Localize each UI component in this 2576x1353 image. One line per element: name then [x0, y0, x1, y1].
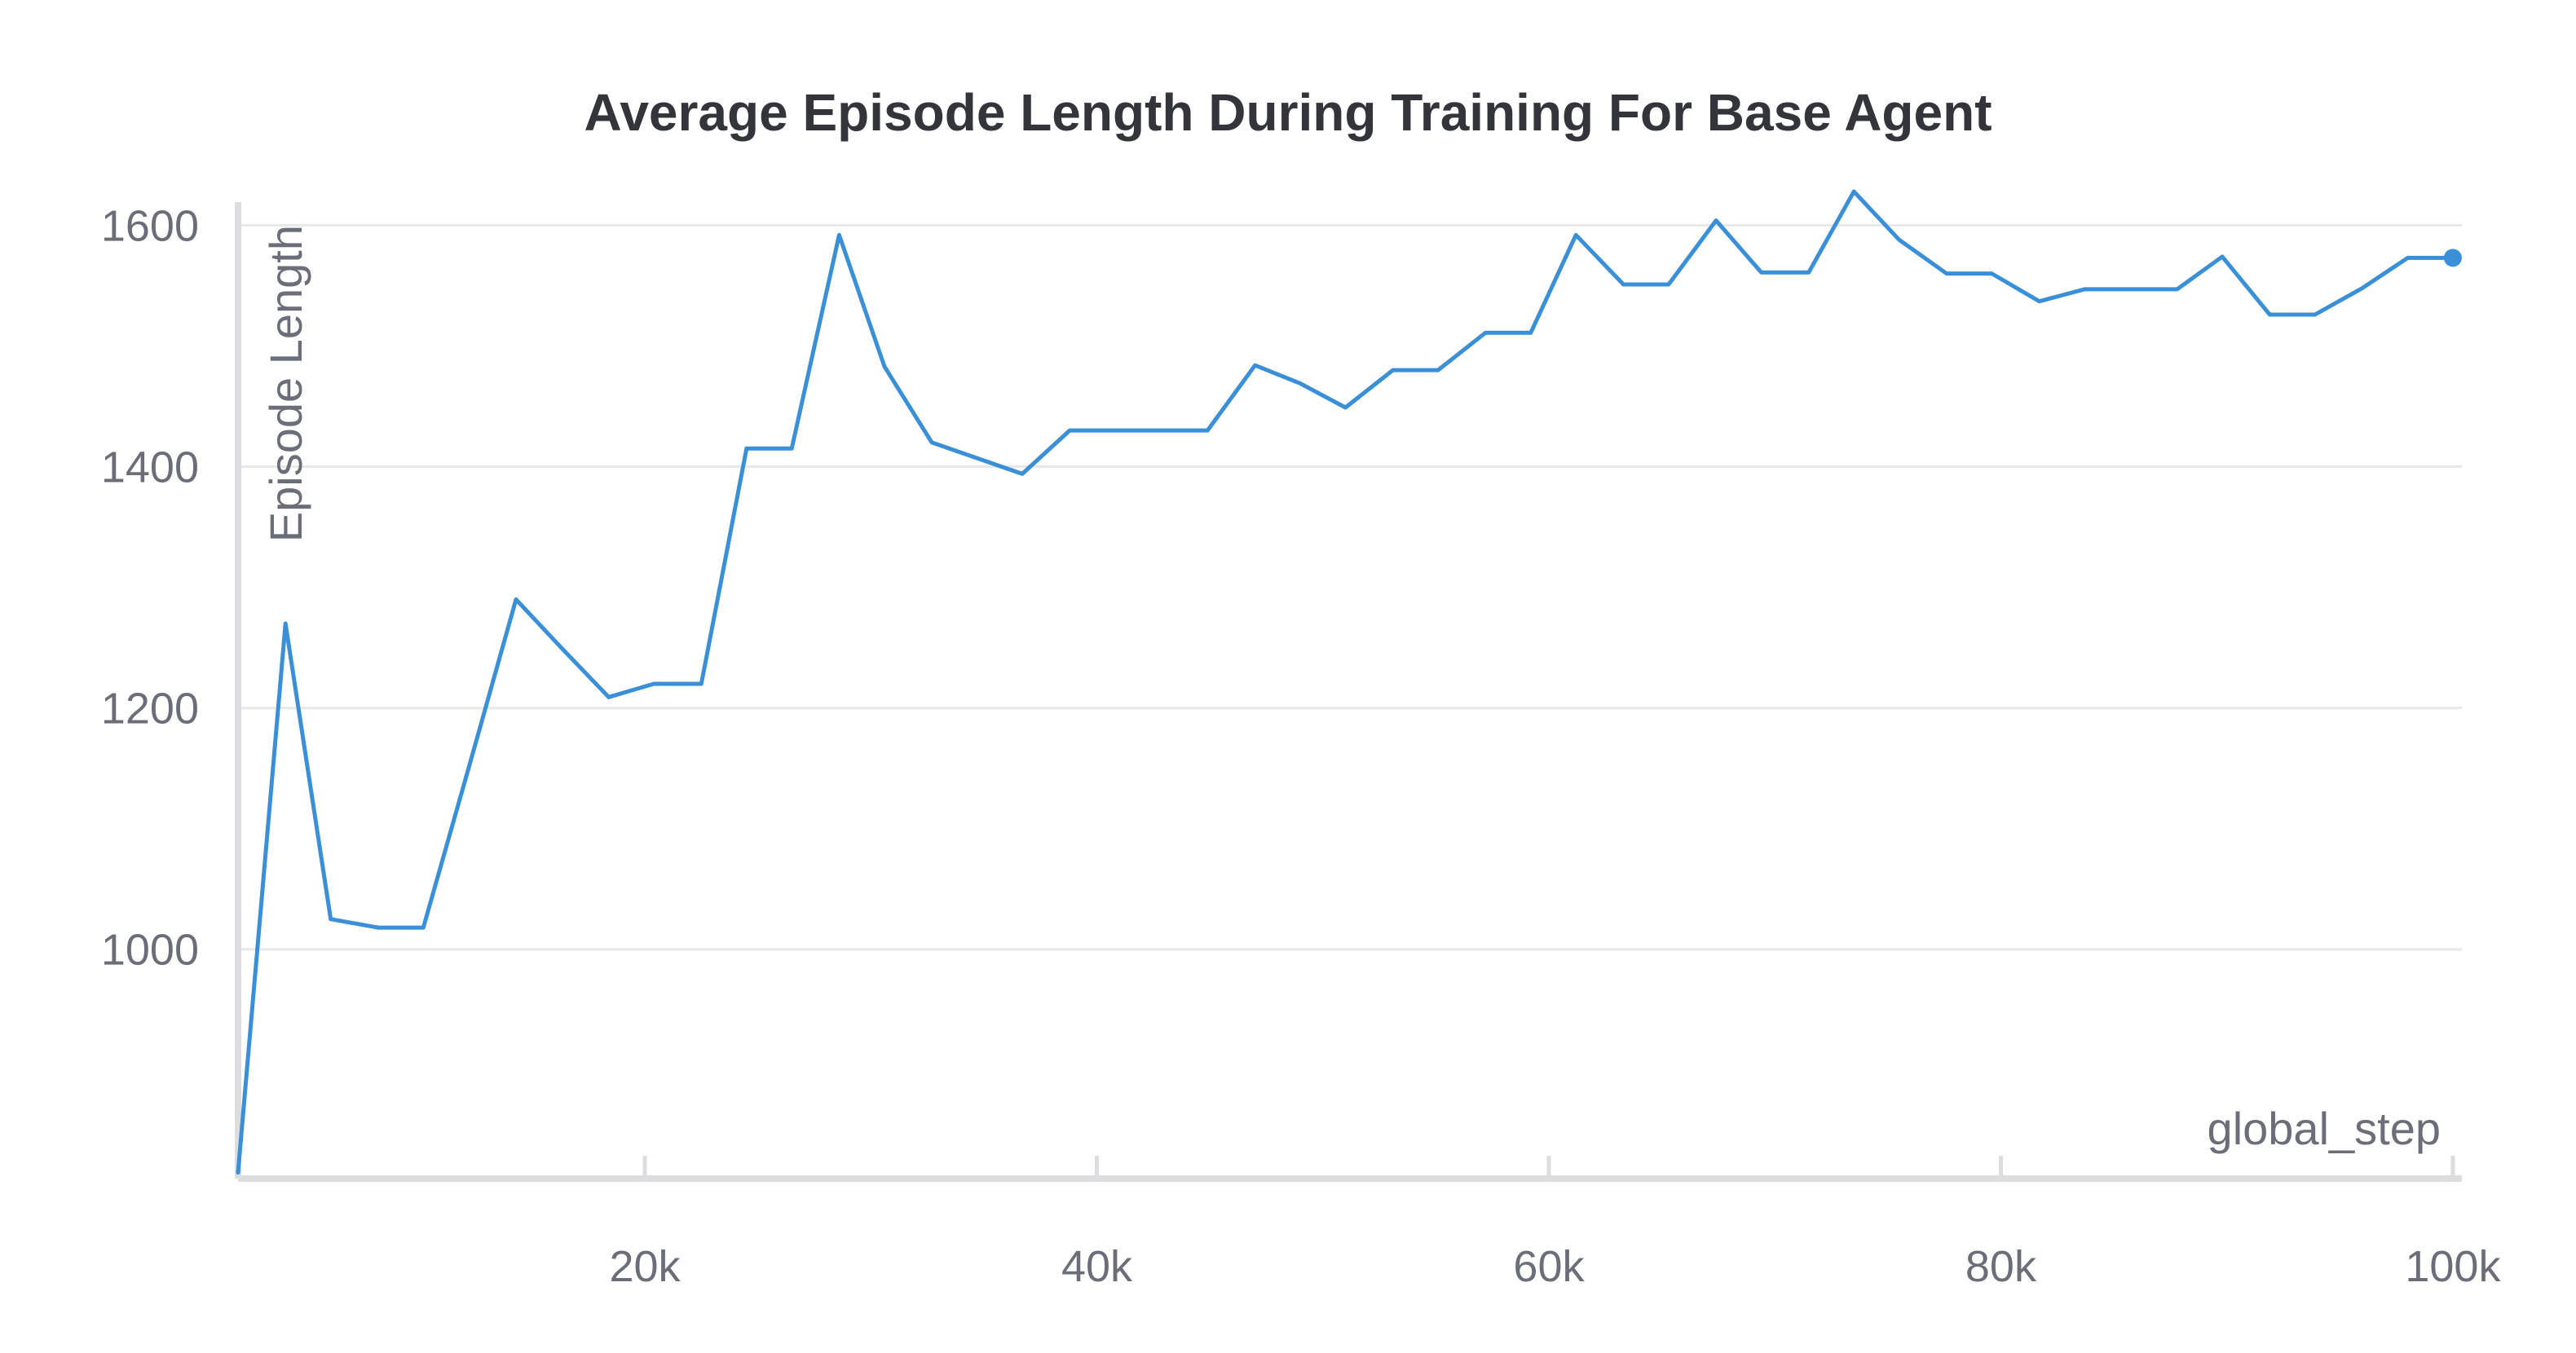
y-axis-label: Episode Length [260, 225, 311, 542]
gridlines [238, 223, 2462, 951]
chart-title: Average Episode Length During Training F… [584, 83, 1992, 142]
y-tick-label: 1000 [101, 926, 199, 975]
x-tick-label: 20k [609, 1242, 681, 1291]
tick-labels: 1000 1200 1400 1600 20k 40k 60k 80k 100k [101, 201, 2502, 1291]
x-tick-label: 100k [2405, 1242, 2501, 1291]
last-point-marker [2443, 249, 2462, 267]
y-tick-label: 1400 [101, 443, 199, 492]
x-axis-label: global_step [2208, 1103, 2441, 1154]
axes [235, 202, 2462, 1182]
y-tick-label: 1600 [101, 201, 199, 250]
x-tick-label: 80k [1965, 1242, 2037, 1291]
y-tick-label: 1200 [101, 685, 199, 734]
x-tick-label: 60k [1513, 1242, 1585, 1291]
series-line [236, 189, 2455, 1175]
series-layer [236, 189, 2462, 1175]
x-tick-label: 40k [1061, 1242, 1133, 1291]
